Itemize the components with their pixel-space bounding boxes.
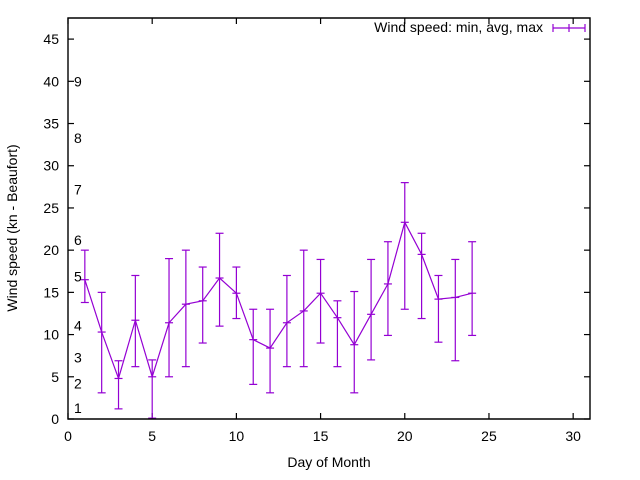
data-point-errorbar [282, 274, 291, 368]
beaufort-level-label: 2 [74, 376, 82, 392]
avg-series-line [84, 220, 473, 381]
beaufort-level-label: 4 [74, 317, 82, 333]
legend-sample-errorbar [552, 24, 586, 32]
beaufort-level-label: 7 [74, 181, 82, 197]
x-axis-title: Day of Month [287, 454, 370, 470]
x-tick-label: 15 [313, 428, 329, 444]
y-tick-label: 45 [43, 31, 59, 47]
data-point-errorbar [97, 291, 106, 394]
data-point-errorbar [417, 232, 426, 320]
beaufort-level-label: 9 [74, 73, 82, 89]
chart-legend: Wind speed: min, avg, max [374, 19, 586, 35]
y-axis-title: Wind speed (kn - Beaufort) [4, 144, 20, 311]
data-point-errorbar [165, 258, 174, 378]
y-tick-label: 30 [43, 158, 59, 174]
y-tick-label: 35 [43, 116, 59, 132]
axis-labels-group: Day of Month Wind speed (kn - Beaufort) [4, 144, 371, 470]
data-point-errorbar [266, 308, 275, 394]
data-series-group [80, 182, 477, 419]
data-point-errorbar [215, 232, 224, 327]
data-point-errorbar [249, 308, 258, 385]
y-tick-label: 5 [51, 369, 59, 385]
x-tick-label: 5 [148, 428, 156, 444]
x-tick-label: 25 [481, 428, 497, 444]
data-point-errorbar [316, 258, 325, 344]
legend-entry-label: Wind speed: min, avg, max [374, 19, 543, 35]
data-point-errorbar [333, 300, 342, 368]
y-tick-label: 20 [43, 242, 59, 258]
data-point-errorbar [400, 182, 409, 310]
x-tick-label: 30 [565, 428, 581, 444]
data-point-errorbar [367, 258, 376, 361]
data-point-errorbar [80, 249, 89, 304]
x-tick-label: 0 [64, 428, 72, 444]
y-tick-label: 10 [43, 327, 59, 343]
beaufort-level-label: 1 [74, 400, 82, 416]
data-point-errorbar [198, 266, 207, 344]
beaufort-level-label: 8 [74, 130, 82, 146]
beaufort-level-label: 6 [74, 232, 82, 248]
plot-border [67, 17, 591, 420]
y-tick-label: 0 [51, 411, 59, 427]
data-point-errorbar [434, 274, 443, 343]
data-point-errorbar [350, 290, 359, 394]
x-tick-label: 10 [229, 428, 245, 444]
y-tick-label: 15 [43, 284, 59, 300]
data-point-errorbar [181, 249, 190, 368]
x-tick-label: 20 [397, 428, 413, 444]
y-tick-label: 40 [43, 73, 59, 89]
beaufort-level-label: 5 [74, 268, 82, 284]
y-tick-label: 25 [43, 200, 59, 216]
data-point-errorbar [451, 258, 460, 362]
data-point-errorbar [299, 249, 308, 368]
beaufort-level-label: 3 [74, 349, 82, 365]
data-point-errorbar [468, 241, 477, 337]
beaufort-scale-group: 1 2 3 4 5 6 7 8 9 [74, 73, 82, 416]
